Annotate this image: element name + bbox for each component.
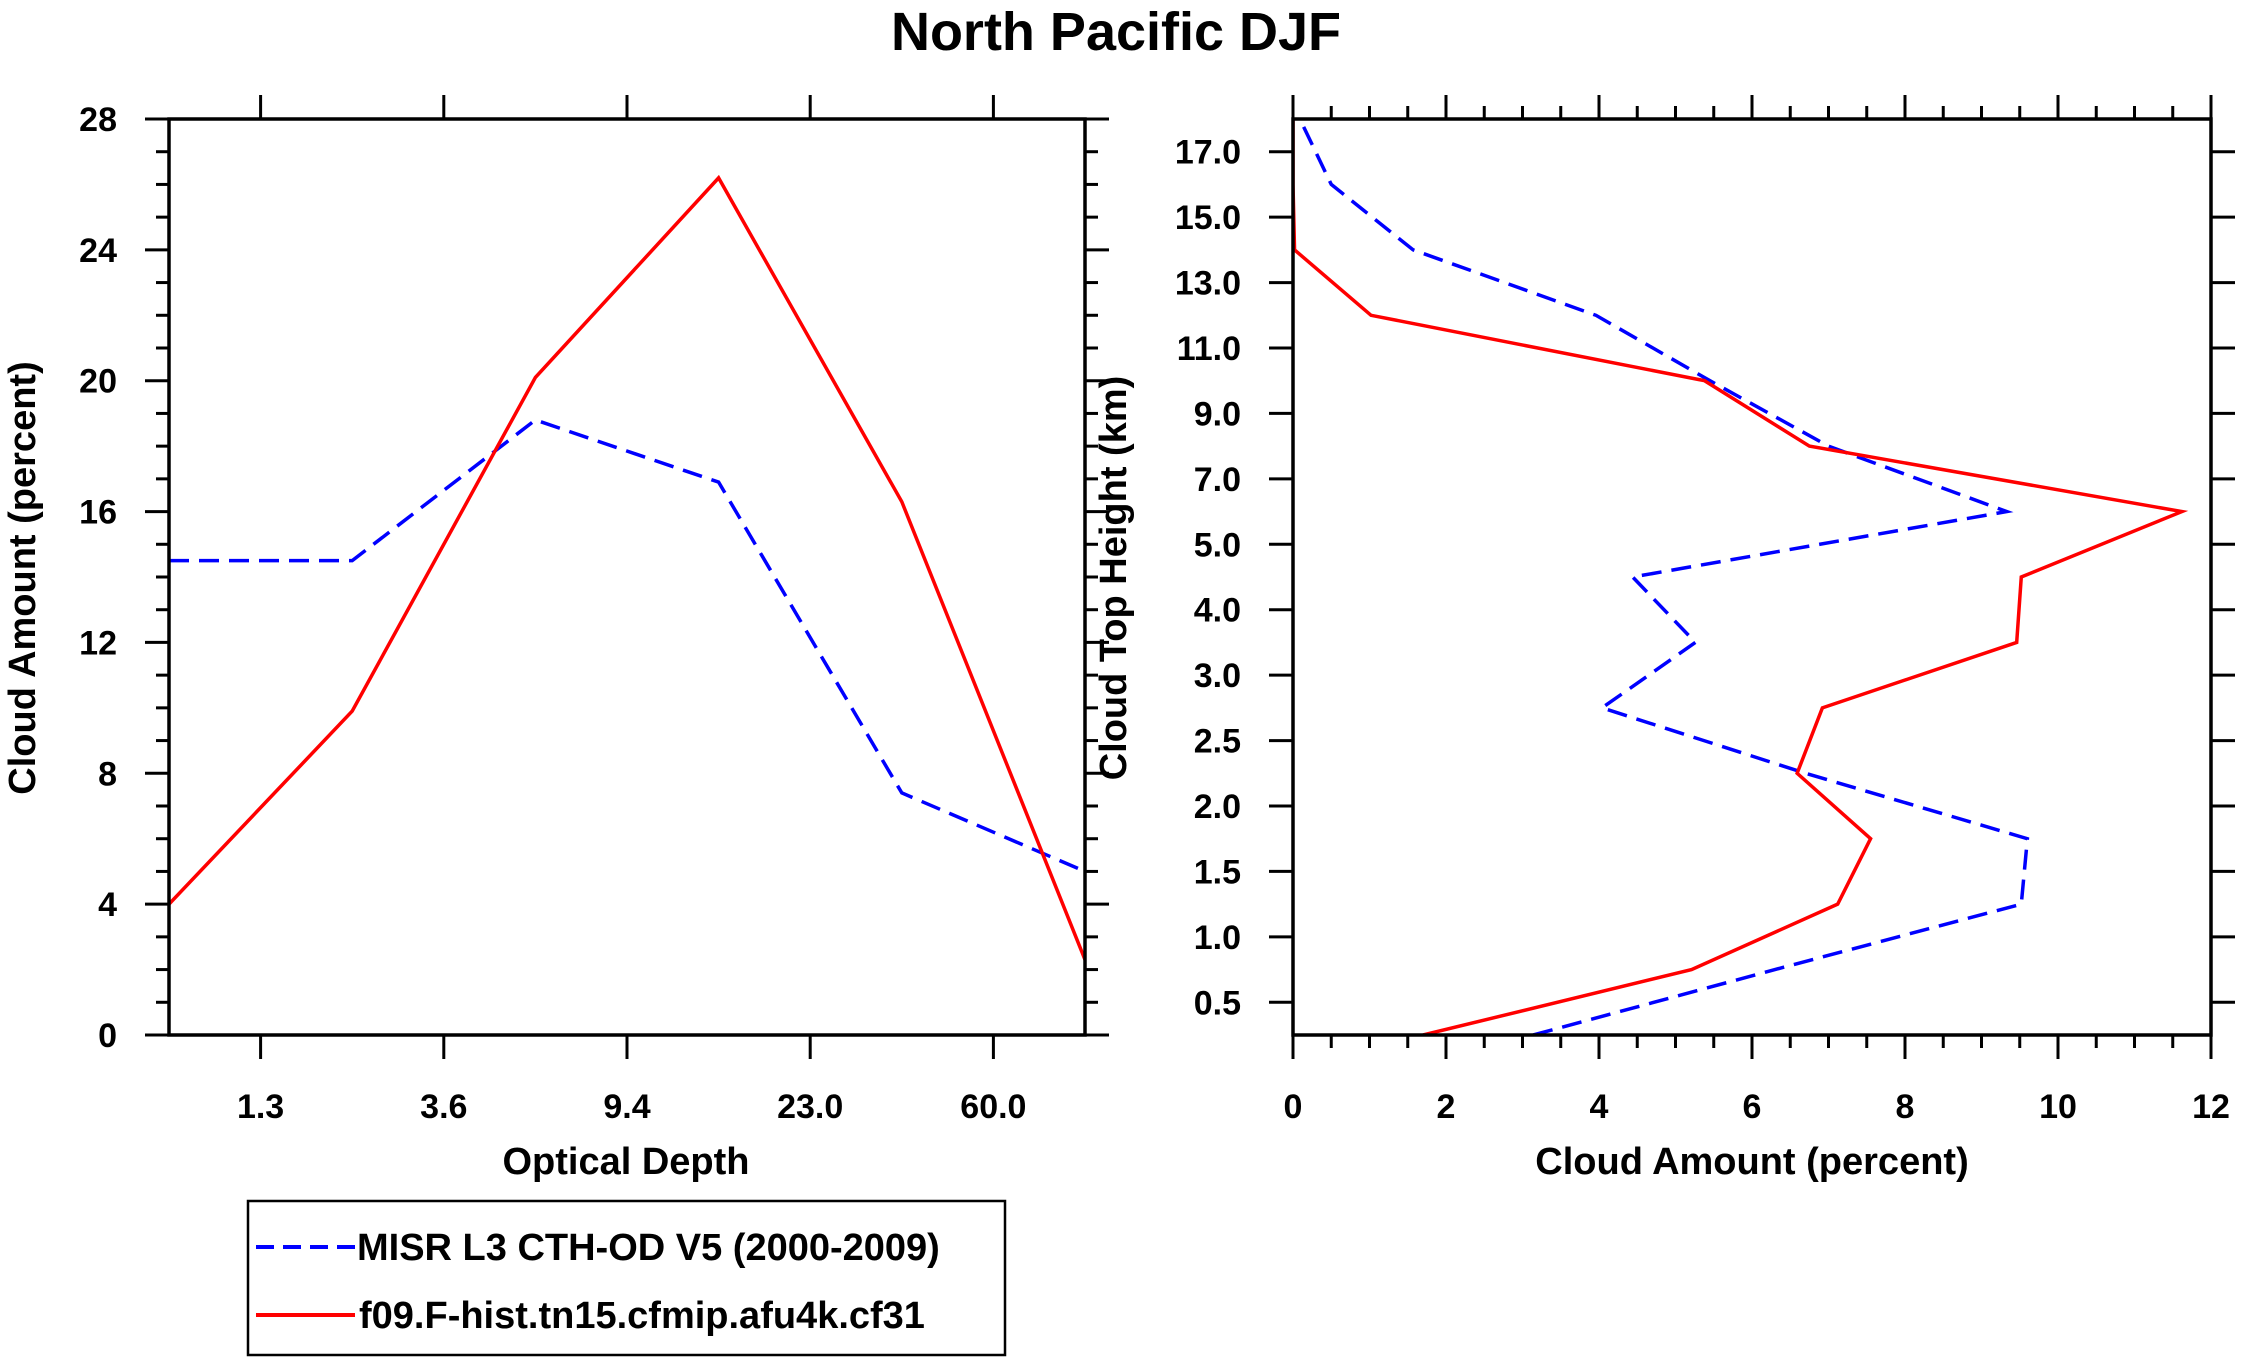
y-axis-title: Cloud Amount (percent) [2, 361, 44, 794]
x-tick-label: 9.4 [603, 1088, 650, 1126]
x-tick-label: 1.3 [237, 1088, 284, 1126]
y-tick-label: 2.0 [1194, 788, 1241, 826]
y-tick-label: 4.0 [1194, 592, 1241, 630]
x-tick-label: 4 [1590, 1088, 1609, 1126]
y-tick-label: 0.5 [1194, 984, 1241, 1022]
x-tick-label: 12 [2192, 1088, 2230, 1126]
y-tick-label: 3.0 [1194, 657, 1241, 695]
x-tick-label: 60.0 [960, 1088, 1026, 1126]
obs-series-line [169, 418, 1085, 874]
model-series-line [169, 174, 1085, 961]
plot-frame [167, 117, 1087, 1037]
legend-box [246, 1199, 1007, 1357]
y-tick-label: 7.0 [1194, 461, 1241, 499]
y-tick-label: 0 [98, 1017, 117, 1055]
x-tick-label: 6 [1743, 1088, 1762, 1126]
x-tick-label: 23.0 [777, 1088, 843, 1126]
x-tick-label: 8 [1896, 1088, 1915, 1126]
x-axis-title: Cloud Amount (percent) [1535, 1141, 1968, 1183]
plot-frame [1291, 117, 2213, 1037]
legend-label-obs: MISR L3 CTH-OD V5 (2000-2009) [357, 1227, 940, 1269]
y-tick-label: 12 [79, 624, 117, 662]
y-tick-label: 11.0 [1177, 330, 1241, 368]
y-tick-label: 5.0 [1194, 526, 1241, 564]
y-tick-label: 2.5 [1194, 723, 1241, 761]
x-axis-title: Optical Depth [502, 1141, 749, 1183]
y-tick-label: 20 [79, 363, 117, 401]
x-tick-label: 3.6 [420, 1088, 467, 1126]
y-tick-label: 13.0 [1175, 265, 1241, 303]
optical-depth-chart: 0 4 8 12 16 20 24 28 1.3 3.6 9.4 23.0 60.0 Optical De… [2, 95, 1109, 1183]
obs-series-line [1298, 119, 2030, 1035]
y-tick-label: 16 [79, 494, 117, 532]
y-tick-label: 8 [98, 755, 117, 793]
y-tick-label: 17.0 [1175, 134, 1241, 172]
x-tick-label: 0 [1284, 1088, 1303, 1126]
y-axis-title: Cloud Top Height (km) [1093, 376, 1135, 781]
y-tick-label: 4 [98, 886, 117, 924]
y-tick-label: 1.5 [1194, 853, 1241, 891]
y-tick-label: 9.0 [1194, 395, 1241, 433]
x-tick-label: 2 [1437, 1088, 1456, 1126]
legend: MISR L3 CTH-OD V5 (2000-2009) f09.F-hist… [246, 1199, 1007, 1357]
cloud-top-height-chart: 0 2 4 6 8 10 12 0.5 1.0 1.5 2.0 2.5 3.0 4.0 5.0 7.0 9.0 1… [1093, 95, 2235, 1183]
y-tick-label: 15.0 [1175, 199, 1241, 237]
main-title: North Pacific DJF [891, 2, 1341, 62]
y-tick-label: 28 [79, 101, 117, 139]
y-tick-label: 24 [79, 232, 117, 270]
model-series-line [1293, 119, 2189, 1035]
y-tick-label: 1.0 [1194, 919, 1241, 957]
legend-label-model: f09.F-hist.tn15.cfmip.afu4k.cf31 [359, 1295, 925, 1337]
x-tick-label: 10 [2039, 1088, 2077, 1126]
